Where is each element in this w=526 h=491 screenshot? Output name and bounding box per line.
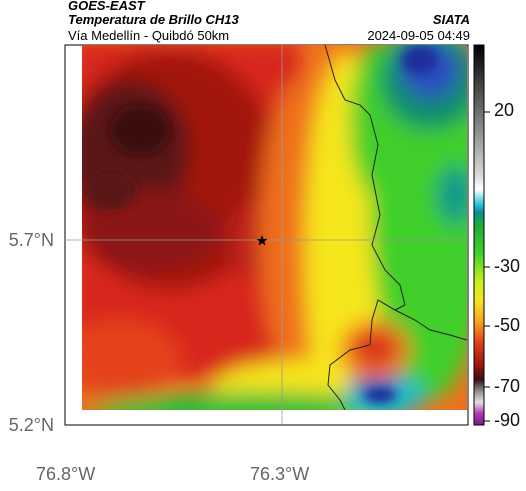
lon-tick-76-8: 76.8°W (36, 464, 96, 484)
colorbar-tick-minus50: -50 (494, 315, 521, 335)
region-subtitle: Vía Medellín - Quibdó 50km (68, 28, 230, 43)
border-lines (324, 45, 467, 410)
lon-tick-76-3: 76.3°W (250, 464, 310, 484)
lat-tick-5-7: 5.7°N (8, 230, 54, 250)
brightness-field (82, 45, 467, 410)
colorbar-tick-minus30: -30 (494, 256, 521, 276)
colorbar (473, 44, 485, 426)
star-icon (256, 235, 268, 246)
datetime-label: 2024-09-05 04:49 (367, 28, 470, 43)
agency-label: SIATA (432, 12, 470, 27)
satellite-title: GOES-EAST (68, 0, 145, 13)
product-title: Temperatura de Brillo CH13 (68, 12, 239, 27)
colorbar-tick-minus70: -70 (494, 376, 521, 396)
colorbar-tick-20: 20 (494, 100, 515, 120)
lat-tick-5-2: 5.2°N (8, 415, 54, 435)
colorbar-tick-minus90: -90 (494, 410, 521, 430)
